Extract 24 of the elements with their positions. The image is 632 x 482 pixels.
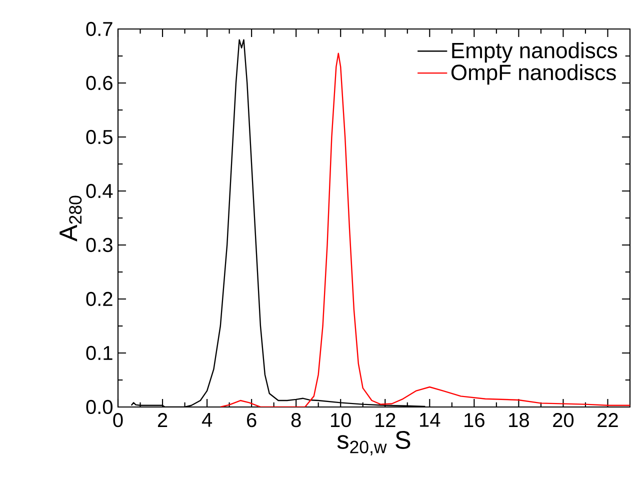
x-tick-label: 0 (113, 413, 123, 428)
y-tick-label: 0.5 (86, 130, 112, 144)
y-tick-label: 0.7 (86, 22, 112, 36)
y-tick-label: 0.3 (86, 238, 112, 252)
y-tick-label: 0.6 (86, 76, 112, 90)
legend-label: OmpF nanodiscs (451, 64, 616, 85)
y-tick-label: 0.1 (86, 346, 112, 360)
x-tick-label: 18 (509, 413, 529, 428)
y-axis-title: A$_{280}$ (60, 196, 82, 242)
x-axis-title: s$_{20,w}$ S (337, 431, 410, 456)
x-tick-label: 6 (247, 413, 256, 428)
x-tick-label: 20 (553, 413, 574, 428)
y-tick-label: 0.2 (86, 292, 112, 306)
x-tick-label: 10 (331, 413, 351, 428)
x-tick-label: 12 (376, 413, 396, 427)
x-tick-label: 4 (202, 413, 212, 427)
x-tick-label: 8 (291, 413, 301, 428)
x-tick-label: 22 (598, 413, 618, 427)
y-tick-label: 0.0 (86, 400, 112, 414)
x-tick-label: 2 (158, 413, 168, 427)
x-tick-label: 14 (420, 413, 440, 427)
y-tick-label: 0.4 (86, 184, 113, 198)
x-tick-label: 16 (464, 413, 484, 428)
legend-label: Empty nanodiscs (452, 42, 618, 63)
